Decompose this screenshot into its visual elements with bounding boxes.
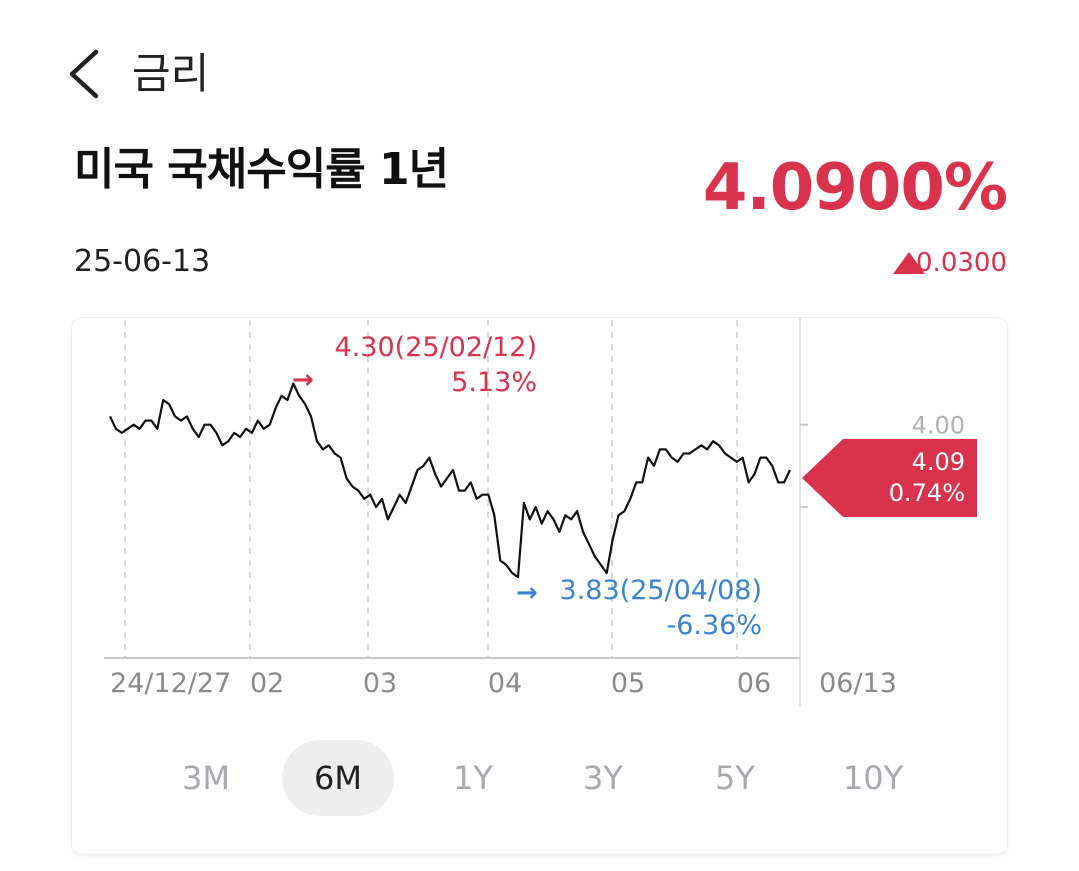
x-axis-label: 04 — [488, 668, 522, 699]
range-button-3y[interactable]: 3Y — [583, 759, 623, 797]
price-change: 0.0300 — [916, 248, 1007, 278]
y-tick-label: 4.00 — [912, 412, 965, 440]
low-arrow-icon: → — [516, 578, 538, 608]
current-value-tag — [802, 439, 977, 517]
quote-date: 25-06-13 — [74, 244, 211, 279]
x-axis-label: 06 — [737, 668, 771, 699]
instrument-name: 미국 국채수익률 1년 — [74, 144, 449, 195]
range-button-1y[interactable]: 1Y — [453, 759, 493, 797]
x-axis-label: 02 — [250, 668, 284, 699]
low-annotation-value: 3.83(25/04/08) — [560, 575, 762, 606]
chart-card — [72, 318, 1007, 854]
range-button-6m[interactable]: 6M — [282, 740, 394, 816]
high-annotation-value: 4.30(25/02/12) — [335, 332, 537, 363]
current-tag-value: 4.09 — [912, 448, 965, 476]
chevron-left-icon — [69, 49, 99, 99]
high-annotation-pct: 5.13% — [451, 367, 537, 398]
range-button-3m[interactable]: 3M — [182, 759, 230, 797]
low-annotation-pct: -6.36% — [666, 610, 762, 641]
range-selector: 3M 6M 1Y 3Y 5Y 10Y — [142, 740, 942, 816]
page-title: 금리 — [132, 49, 210, 98]
current-price: 4.0900% — [702, 151, 1008, 225]
range-button-10y[interactable]: 10Y — [842, 759, 904, 797]
x-axis-label: 06/13 — [819, 668, 897, 699]
high-arrow-icon: → — [292, 365, 314, 395]
price-line — [109, 382, 791, 579]
x-axis-label: 05 — [611, 668, 645, 699]
triangle-up-icon — [893, 252, 925, 274]
x-axis-label: 24/12/27 — [110, 668, 231, 699]
range-button-5y[interactable]: 5Y — [715, 759, 755, 797]
current-tag-pct: 0.74% — [889, 479, 965, 507]
back-button[interactable] — [62, 44, 112, 104]
x-axis-label: 03 — [363, 668, 397, 699]
